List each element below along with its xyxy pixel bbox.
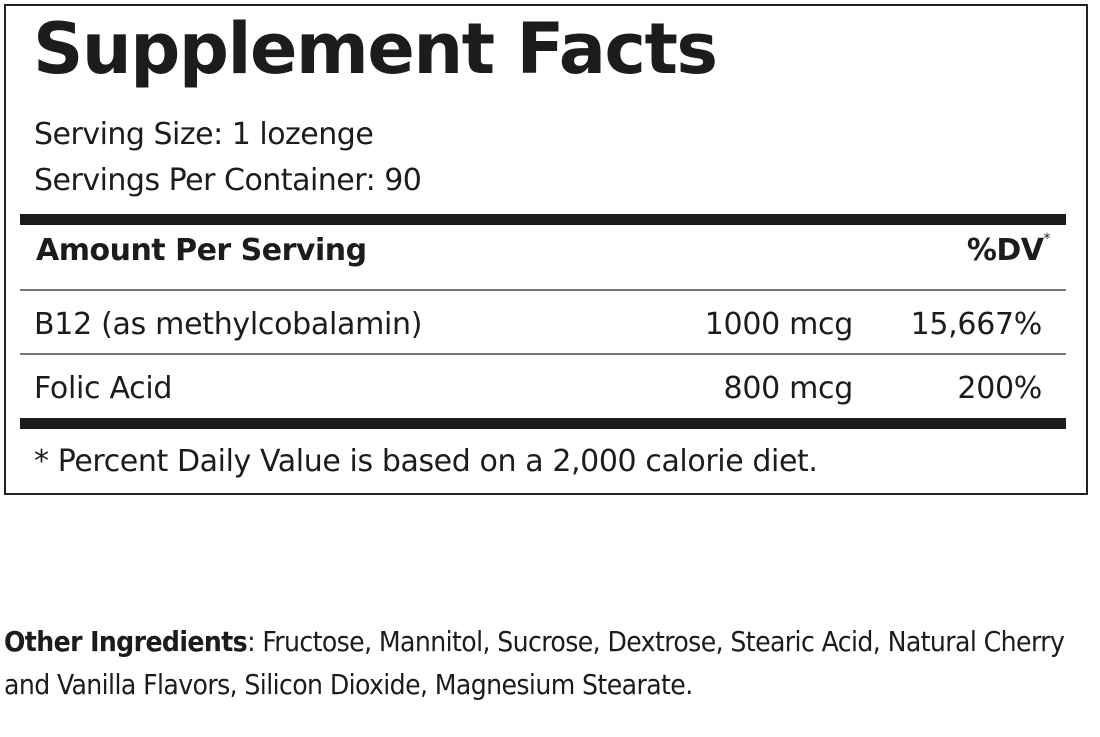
- dv-header-label: %DV: [966, 233, 1044, 268]
- daily-value-footnote: * Percent Daily Value is based on a 2,00…: [34, 444, 818, 479]
- thick-divider-top: [20, 214, 1066, 225]
- other-ingredients: Other Ingredients: Fructose, Mannitol, S…: [4, 620, 1099, 706]
- nutrient-dv: 15,667%: [910, 307, 1043, 342]
- other-ingredients-list: Fructose, Mannitol, Sucrose, Dextrose, S…: [4, 625, 1065, 701]
- nutrient-amount: 1000 mcg: [704, 307, 854, 342]
- supplement-facts-panel: [4, 4, 1088, 495]
- nutrient-row: Folic Acid 800 mcg 200%: [20, 357, 1066, 417]
- nutrient-amount: 800 mcg: [723, 371, 854, 406]
- panel-title: Supplement Facts: [33, 8, 718, 90]
- thin-divider: [20, 353, 1066, 355]
- other-ingredients-heading: Other Ingredients: [4, 625, 248, 658]
- serving-size: Serving Size: 1 lozenge: [34, 117, 374, 152]
- nutrient-name: B12 (as methylcobalamin): [34, 307, 423, 342]
- dv-asterisk: *: [1043, 231, 1051, 247]
- nutrient-name: Folic Acid: [34, 371, 173, 406]
- dv-header: %DV*: [966, 231, 1051, 268]
- thick-divider-bottom: [20, 418, 1066, 429]
- other-ingredients-separator: :: [247, 625, 255, 658]
- nutrient-dv: 200%: [957, 371, 1042, 406]
- servings-per-container: Servings Per Container: 90: [34, 163, 422, 198]
- thin-divider: [20, 289, 1066, 291]
- nutrient-row: B12 (as methylcobalamin) 1000 mcg 15,667…: [20, 293, 1066, 353]
- amount-per-serving-header: Amount Per Serving: [36, 233, 367, 268]
